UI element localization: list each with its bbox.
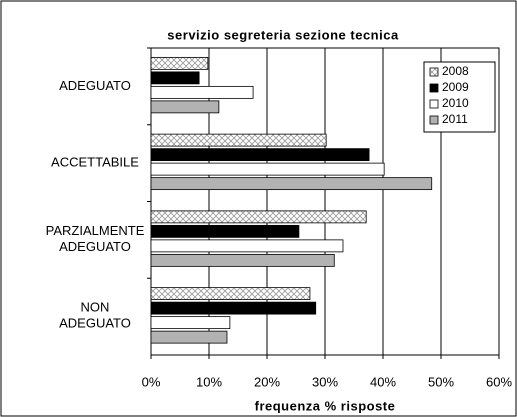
y-tick-label-line: ADEGUATO	[59, 239, 131, 254]
bar	[150, 224, 300, 238]
bar	[150, 71, 200, 85]
legend-swatch	[429, 99, 439, 109]
legend-label: 2010	[442, 96, 469, 110]
legend-label: 2011	[442, 112, 468, 126]
y-tick-label: ACCETTABILE	[51, 155, 139, 170]
x-tick-label: 50%	[428, 374, 454, 389]
x-tick-label: 0%	[142, 374, 161, 389]
bar	[150, 56, 209, 70]
x-tick-label: 20%	[254, 374, 280, 389]
legend-label: 2009	[442, 80, 469, 94]
bar	[150, 287, 311, 301]
bar	[150, 162, 385, 176]
chart-title: servizio segreteria sezione tecnica	[167, 27, 399, 42]
x-axis-label: frequenza % risposte	[255, 398, 396, 413]
y-tick-label-line: ADEGUATO	[59, 316, 131, 331]
legend: 2008 2009 2010 2011	[423, 61, 496, 133]
bar	[150, 133, 327, 147]
y-tick-label-line: NON	[81, 300, 110, 315]
bar	[150, 100, 220, 114]
bar	[150, 253, 335, 267]
bar	[150, 85, 254, 99]
bar	[150, 330, 228, 344]
legend-label: 2008	[442, 64, 469, 78]
bar	[150, 239, 344, 253]
legend-swatch	[429, 115, 439, 125]
bar	[150, 316, 231, 330]
y-tick-label-line: PARZIALMENTE	[46, 223, 145, 238]
bar	[150, 148, 370, 162]
bar	[150, 177, 433, 191]
bar	[150, 210, 367, 224]
bar	[150, 301, 317, 315]
legend-swatch	[429, 67, 439, 77]
y-tick-label: NON ADEGUATO	[59, 300, 131, 331]
x-tick-label: 10%	[196, 374, 222, 389]
y-tick-label: PARZIALMENTE ADEGUATO	[46, 223, 145, 254]
y-tick-label: ADEGUATO	[59, 78, 131, 93]
x-tick-label: 40%	[370, 374, 396, 389]
x-tick-label: 60%	[486, 374, 512, 389]
x-tick-label: 30%	[312, 374, 338, 389]
legend-swatch	[429, 83, 439, 93]
